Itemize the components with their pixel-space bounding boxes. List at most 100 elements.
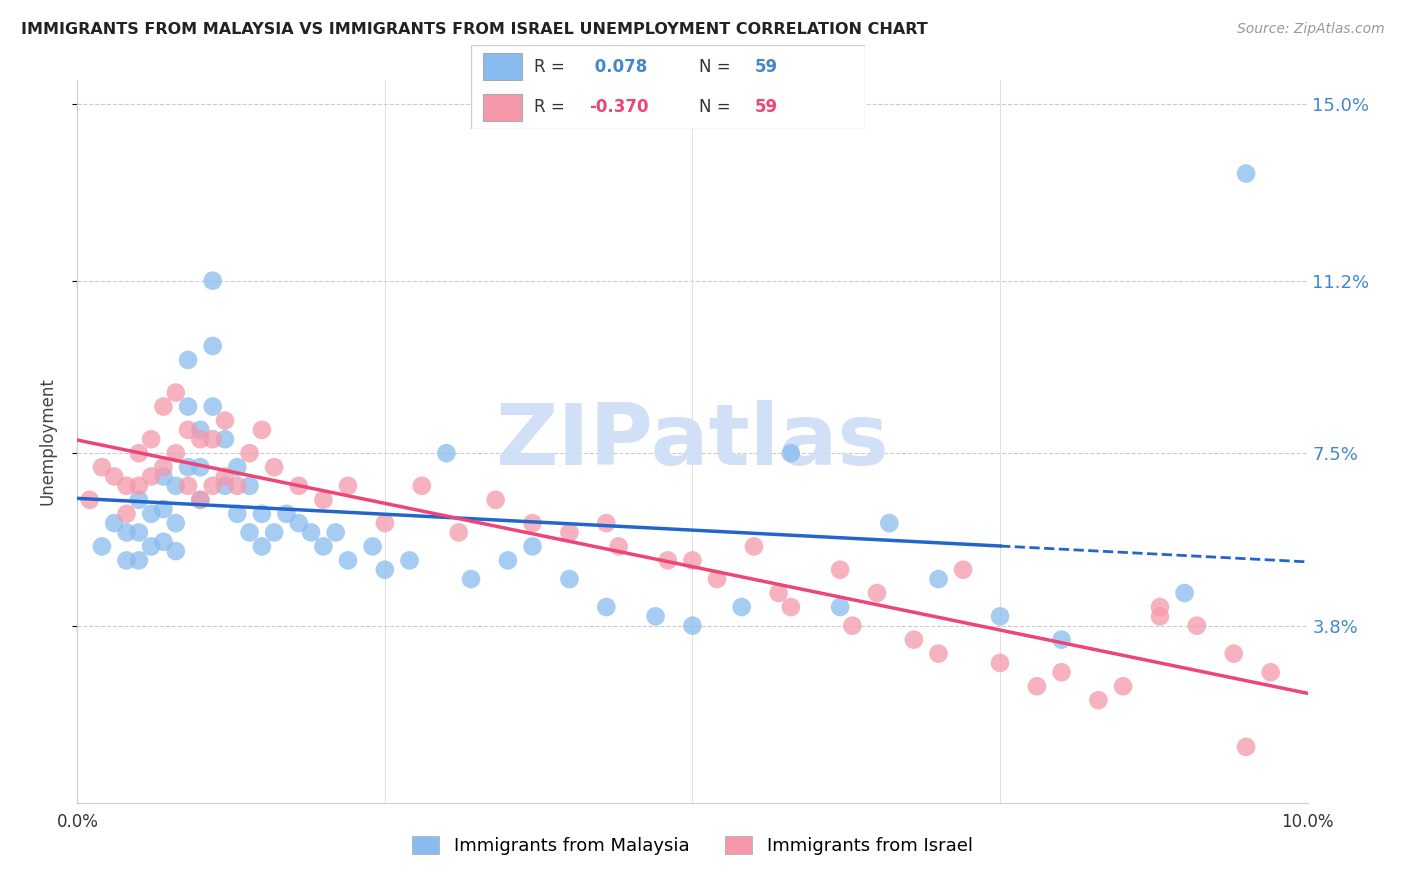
Point [607, 540, 630, 554]
Text: N =: N = [699, 98, 737, 116]
Point [152, 469, 174, 483]
Point [1174, 586, 1197, 600]
Point [1087, 693, 1109, 707]
Point [165, 516, 187, 530]
Point [152, 400, 174, 414]
Point [90, 460, 114, 475]
Point [165, 446, 187, 460]
Point [768, 586, 790, 600]
Point [165, 385, 187, 400]
Point [79, 492, 101, 507]
Point [115, 553, 138, 567]
Point [250, 423, 273, 437]
Point [312, 492, 335, 507]
FancyBboxPatch shape [482, 94, 522, 120]
Text: 0.078: 0.078 [589, 58, 647, 76]
Point [325, 525, 347, 540]
Text: 59: 59 [755, 98, 778, 116]
Point [988, 609, 1011, 624]
Point [952, 563, 974, 577]
Point [152, 460, 174, 475]
Point [398, 553, 420, 567]
Point [152, 534, 174, 549]
Point [141, 432, 163, 446]
Point [263, 460, 285, 475]
Point [706, 572, 728, 586]
Point [239, 446, 262, 460]
Text: ZIPatlas: ZIPatlas [495, 400, 890, 483]
Point [141, 469, 163, 483]
Point [188, 460, 212, 475]
Point [361, 540, 384, 554]
Point [115, 479, 138, 493]
Point [141, 507, 163, 521]
Text: 59: 59 [755, 58, 778, 76]
Point [128, 553, 150, 567]
Point [201, 400, 224, 414]
Point [263, 525, 285, 540]
Point [337, 553, 360, 567]
Point [188, 492, 212, 507]
Point [1050, 632, 1073, 647]
Point [165, 544, 187, 558]
Point [879, 516, 901, 530]
Point [188, 423, 212, 437]
Legend: Immigrants from Malaysia, Immigrants from Israel: Immigrants from Malaysia, Immigrants fro… [405, 829, 980, 863]
Point [830, 600, 852, 615]
Text: R =: R = [534, 98, 569, 116]
Text: IMMIGRANTS FROM MALAYSIA VS IMMIGRANTS FROM ISRAEL UNEMPLOYMENT CORRELATION CHAR: IMMIGRANTS FROM MALAYSIA VS IMMIGRANTS F… [21, 22, 928, 37]
Point [928, 572, 950, 586]
Text: -0.370: -0.370 [589, 98, 648, 116]
Point [436, 446, 458, 460]
FancyBboxPatch shape [482, 54, 522, 80]
Point [1149, 600, 1171, 615]
Point [780, 446, 803, 460]
Point [128, 479, 150, 493]
FancyBboxPatch shape [471, 45, 865, 129]
Text: R =: R = [534, 58, 569, 76]
Point [496, 553, 519, 567]
Point [460, 572, 482, 586]
Point [188, 432, 212, 446]
Point [128, 492, 150, 507]
Point [115, 525, 138, 540]
Point [276, 507, 298, 521]
Point [201, 479, 224, 493]
Point [201, 274, 224, 288]
Point [152, 502, 174, 516]
Point [115, 507, 138, 521]
Point [411, 479, 433, 493]
Point [128, 446, 150, 460]
Point [214, 469, 236, 483]
Point [103, 516, 125, 530]
Point [780, 600, 803, 615]
Point [928, 647, 950, 661]
Point [682, 553, 704, 567]
Point [250, 540, 273, 554]
Point [731, 600, 754, 615]
Point [522, 516, 544, 530]
Point [226, 479, 249, 493]
Point [1185, 618, 1208, 632]
Text: N =: N = [699, 58, 737, 76]
Y-axis label: Unemployment: Unemployment [38, 377, 56, 506]
Point [1050, 665, 1073, 680]
Point [1234, 167, 1257, 181]
Point [522, 540, 544, 554]
Point [644, 609, 666, 624]
Point [447, 525, 470, 540]
Point [830, 563, 852, 577]
Point [866, 586, 889, 600]
Point [1149, 609, 1171, 624]
Point [485, 492, 508, 507]
Point [288, 516, 311, 530]
Point [188, 492, 212, 507]
Point [177, 423, 200, 437]
Point [1223, 647, 1246, 661]
Point [226, 460, 249, 475]
Point [214, 413, 236, 427]
Point [103, 469, 125, 483]
Point [177, 353, 200, 368]
Point [288, 479, 311, 493]
Point [374, 563, 396, 577]
